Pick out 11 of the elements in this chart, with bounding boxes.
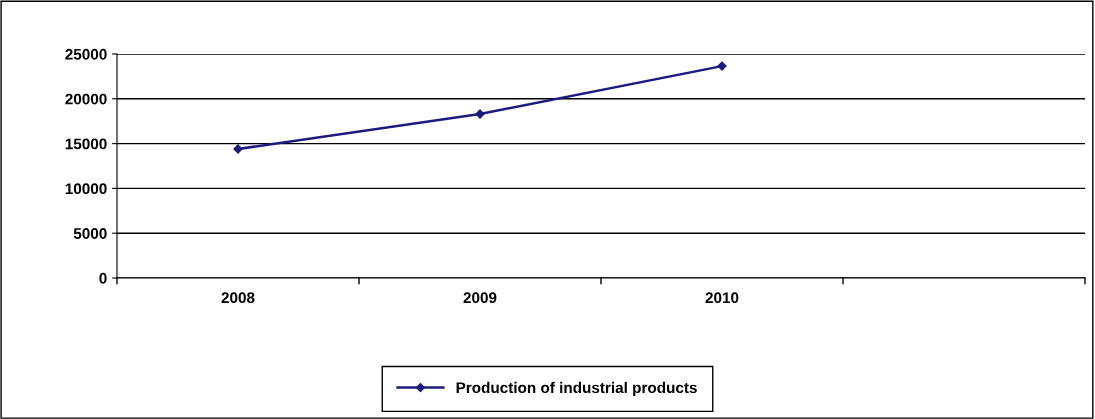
point xyxy=(717,61,727,71)
x-tick-label: 2010 xyxy=(705,292,739,304)
y-tick-label: 25000 xyxy=(65,48,107,60)
x-tick-label: 2008 xyxy=(221,292,255,304)
y-tick-label: 5000 xyxy=(73,228,107,239)
y-tick-label: 0 xyxy=(99,272,107,284)
y-tick-label: 15000 xyxy=(65,138,107,150)
x-tick-label: 2009 xyxy=(463,292,497,304)
legend-label: Production of industrial products xyxy=(456,381,697,397)
y-tick-label: 10000 xyxy=(65,183,107,195)
y-tick-label: 20000 xyxy=(65,93,107,105)
